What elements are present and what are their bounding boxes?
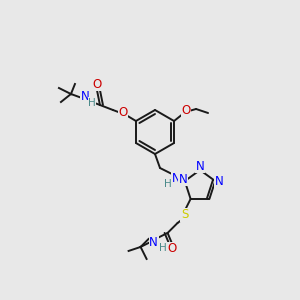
Text: N: N xyxy=(172,172,180,184)
Text: H: H xyxy=(159,243,167,253)
Text: O: O xyxy=(167,242,176,255)
Text: S: S xyxy=(181,208,188,221)
Text: N: N xyxy=(81,91,89,103)
Text: N: N xyxy=(196,160,204,172)
Text: O: O xyxy=(118,106,128,119)
Text: H: H xyxy=(88,98,96,108)
Text: O: O xyxy=(182,104,191,118)
Text: N: N xyxy=(178,172,187,186)
Text: N: N xyxy=(215,175,224,188)
Text: H: H xyxy=(164,179,172,189)
Text: N: N xyxy=(149,236,158,249)
Text: O: O xyxy=(92,77,102,91)
